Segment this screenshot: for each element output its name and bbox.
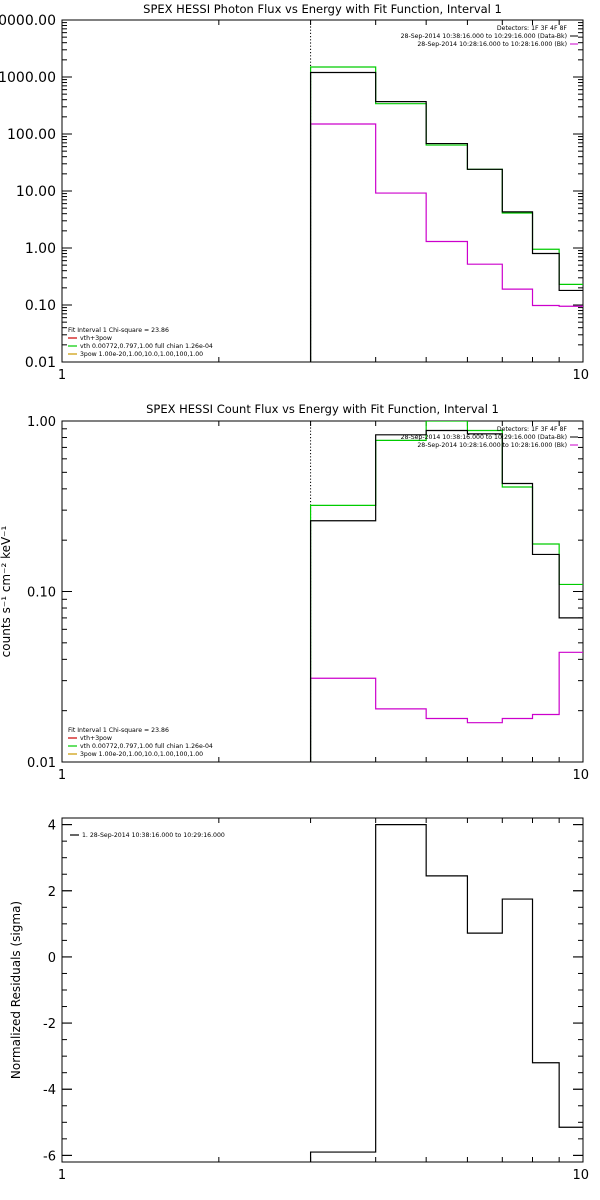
x-tick-label: 10 (572, 768, 589, 783)
y-tick-label: -6 (43, 1149, 56, 1164)
y-tick-label: 1.00 (27, 415, 56, 430)
y-tick-label: -2 (43, 1017, 56, 1032)
legend-text: 28-Sep-2014 10:28:16.000 to 10:28:16.000… (417, 442, 567, 449)
y-tick-label: 100.00 (7, 127, 56, 143)
x-tick-label: 10 (572, 368, 589, 383)
series-3-line (309, 651, 583, 762)
series-1-line (309, 429, 583, 762)
y-tick-label: 0000.00 (0, 13, 56, 29)
series-2-line (309, 421, 583, 762)
chart-panel-2: SPEX HESSI Count Flux vs Energy with Fit… (0, 402, 589, 783)
y-tick-label: 0.10 (27, 586, 56, 601)
y-tick-label: 2 (48, 885, 56, 900)
legend-text: 3pow 1.00e-20,1.00,10.0,1.00,100,1.00 (80, 751, 203, 758)
legend-text: vth 0.00772,0.797,1.00 full chian 1.26e-… (80, 343, 213, 350)
legend-text: Detectors: 1F 3F 4F 8F (497, 25, 568, 32)
legend-text: 3pow 1.00e-20,1.00,10.0,1.00,100,1.00 (80, 351, 203, 358)
legend-text: 28-Sep-2014 10:38:16.000 to 10:29:16.000… (401, 33, 567, 40)
legend-bottom-left: Fit Interval 1 Chi-square = 23.86vth+3po… (68, 327, 213, 358)
legend-text: vth+3pow (80, 335, 112, 342)
y-tick-label: 4 (48, 819, 56, 834)
series-1-line (309, 71, 583, 362)
y-tick-label: 1.00 (25, 241, 56, 257)
legend-bottom-left: Fit Interval 1 Chi-square = 23.86vth+3po… (68, 727, 213, 758)
x-tick-label: 10 (572, 1168, 589, 1183)
series-3-line (309, 123, 583, 362)
legend-text: 28-Sep-2014 10:38:16.000 to 10:29:16.000… (401, 434, 567, 441)
legend-text: 28-Sep-2014 10:28:16.000 to 10:28:16.000… (417, 41, 567, 48)
y-tick-label: 0.01 (25, 355, 56, 371)
legend-text: 1. 28-Sep-2014 10:38:16.000 to 10:29:16.… (82, 832, 225, 839)
y-tick-label: 0 (48, 951, 56, 966)
legend-text: vth+3pow (80, 735, 112, 742)
chart-title: SPEX HESSI Count Flux vs Energy with Fit… (146, 402, 499, 416)
legend-text: Fit Interval 1 Chi-square = 23.86 (68, 327, 169, 334)
y-tick-label: 1000.00 (0, 70, 56, 86)
y-tick-label: 10.00 (16, 184, 56, 200)
legend-top-left: 1. 28-Sep-2014 10:38:16.000 to 10:29:16.… (70, 832, 225, 839)
y-axis-label: counts s⁻¹ cm⁻² keV⁻¹ (0, 525, 13, 657)
legend-text: Detectors: 1F 3F 4F 8F (497, 426, 568, 433)
plot-frame (61, 420, 584, 763)
plot-frame (61, 19, 584, 363)
chart-panel-1: SPEX HESSI Photon Flux vs Energy with Fi… (0, 2, 589, 383)
series-2-line (309, 66, 583, 362)
legend-text: vth 0.00772,0.797,1.00 full chian 1.26e-… (80, 743, 213, 750)
x-tick-label: 1 (58, 768, 66, 783)
y-tick-label: -4 (43, 1083, 56, 1098)
y-axis-label: Normalized Residuals (sigma) (9, 901, 23, 1079)
plot-frame (61, 817, 584, 1163)
legend-text: Fit Interval 1 Chi-square = 23.86 (68, 727, 169, 734)
x-tick-label: 1 (58, 368, 66, 383)
chart-panel-3: Normalized Residuals (sigma) 1 10 -6 -4 -2 0 2 4… (9, 817, 589, 1183)
y-tick-label: 0.10 (25, 298, 56, 314)
y-tick-label: 0.01 (27, 756, 56, 771)
x-tick-label: 1 (58, 1168, 66, 1183)
series-1-line (309, 824, 583, 1162)
chart-title: SPEX HESSI Photon Flux vs Energy with Fi… (143, 2, 502, 16)
